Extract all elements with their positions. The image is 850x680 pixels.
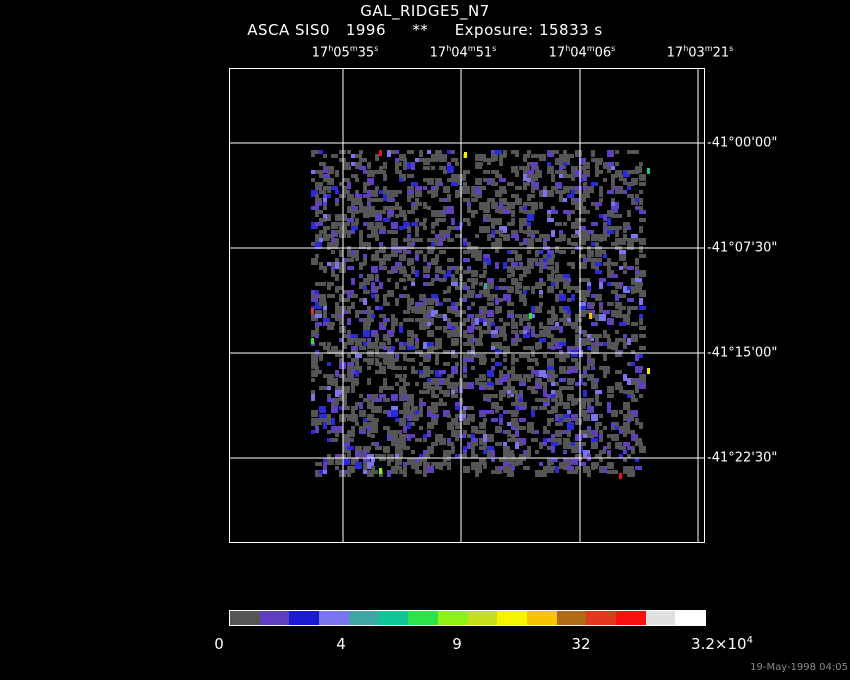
colorbar-swatch [615, 611, 646, 625]
colorbar-swatch [289, 611, 320, 625]
colorbar-swatch [645, 611, 676, 625]
colorbar-swatch [259, 611, 290, 625]
dec-tick-label: -41°07'30" [707, 240, 778, 256]
xray-pixel-map [311, 150, 650, 479]
xray-image [229, 68, 705, 543]
colorbar-label: 9 [452, 635, 462, 653]
colorbar-swatch [497, 611, 527, 625]
colorbar-swatch [556, 611, 587, 625]
plot-frame [229, 68, 705, 543]
colorbar-swatch [319, 611, 349, 625]
colorbar-swatch [526, 611, 557, 625]
colorbar-label: 0 [214, 635, 224, 653]
colorbar-swatch [408, 611, 438, 625]
ra-tick-label: 17h05m35s [311, 44, 379, 61]
colorbar-label: 4 [336, 635, 346, 653]
colorbar-swatch [467, 611, 498, 625]
colorbar-swatch [437, 611, 468, 625]
colorbar-swatch [586, 611, 616, 625]
coordinate-grid [229, 68, 705, 543]
colorbar-swatch [378, 611, 409, 625]
colorbar-label: 32 [571, 635, 591, 653]
image-subtitle: ASCA SIS0 1996 ** Exposure: 15833 s [247, 21, 603, 39]
dec-tick-label: -41°22'30" [707, 450, 778, 466]
image-title: GAL_RIDGE5_N7 [360, 2, 490, 20]
colorbar-swatch [230, 611, 260, 625]
dec-tick-label: -41°00'00" [707, 135, 778, 151]
ra-tick-label: 17h03m21s [666, 44, 734, 61]
colorbar-swatch [348, 611, 379, 625]
timestamp: 19-May-1998 04:05 [750, 662, 848, 673]
ra-tick-label: 17h04m51s [429, 44, 497, 61]
colorbar [229, 610, 706, 626]
ra-tick-label: 17h04m06s [548, 44, 616, 61]
colorbar-max-label: 3.2×104 [691, 635, 753, 653]
colorbar-swatch [675, 611, 705, 625]
dec-tick-label: -41°15'00" [707, 345, 778, 361]
